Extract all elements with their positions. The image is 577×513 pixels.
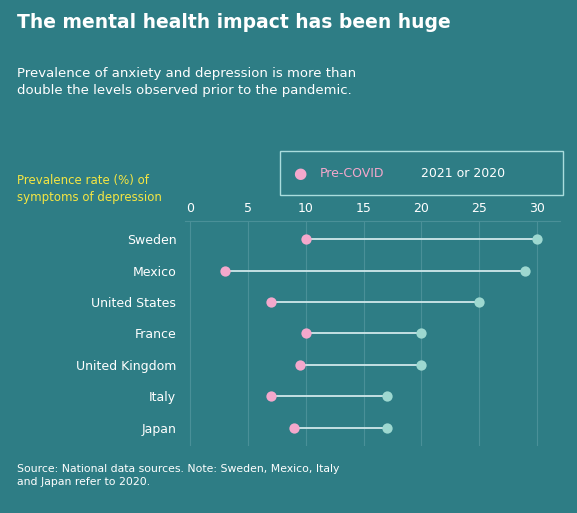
Point	[301, 329, 310, 338]
Point	[417, 361, 426, 369]
Point	[290, 423, 299, 431]
Text: ●: ●	[294, 166, 306, 181]
Point	[382, 392, 391, 400]
Point	[532, 235, 541, 244]
Point	[474, 298, 484, 306]
Text: 2021 or 2020: 2021 or 2020	[421, 167, 505, 180]
Point	[267, 392, 276, 400]
Point	[417, 329, 426, 338]
Point	[267, 298, 276, 306]
Point	[301, 235, 310, 244]
Text: Prevalence of anxiety and depression is more than
double the levels observed pri: Prevalence of anxiety and depression is …	[17, 67, 357, 96]
Point	[520, 267, 530, 275]
Point	[295, 361, 305, 369]
Text: Prevalence rate (%) of
symptoms of depression: Prevalence rate (%) of symptoms of depre…	[17, 174, 162, 204]
Point	[382, 423, 391, 431]
Text: Source: National data sources. Note: Sweden, Mexico, Italy
and Japan refer to 20: Source: National data sources. Note: Swe…	[17, 464, 340, 487]
Text: Pre-COVID: Pre-COVID	[320, 167, 385, 180]
Text: The mental health impact has been huge: The mental health impact has been huge	[17, 13, 451, 32]
Point	[220, 267, 230, 275]
